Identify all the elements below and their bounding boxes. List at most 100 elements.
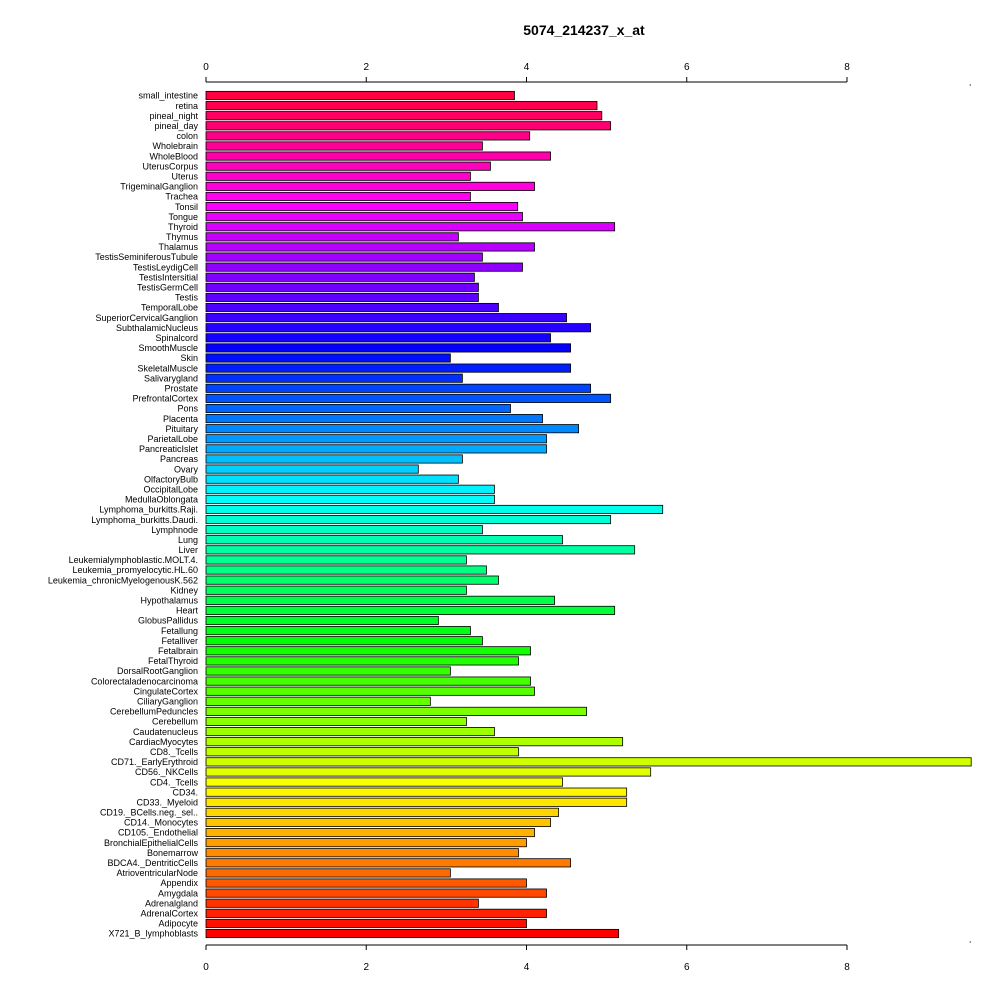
category-label: Uterus xyxy=(171,171,198,181)
category-label: Thalamus xyxy=(158,242,198,252)
category-label: CardiacMyocytes xyxy=(129,737,199,747)
bar-TestisIntersitial xyxy=(205,272,475,282)
category-label: Pancreas xyxy=(160,454,199,464)
bar-Skin xyxy=(205,353,451,363)
category-label: Spinalcord xyxy=(155,333,198,343)
top-tick-label: 8 xyxy=(844,62,850,73)
category-label: CD71._EarlyErythroid xyxy=(111,757,198,767)
category-label: Ovary xyxy=(174,464,199,474)
bar-CardiacMyocytes xyxy=(205,737,624,747)
bar-Testis xyxy=(205,292,479,302)
top-tick-label: 4 xyxy=(524,62,530,73)
category-label: GlobusPallidus xyxy=(138,616,199,626)
category-label: SkeletalMuscle xyxy=(137,363,198,373)
category-label: CD8._Tcells xyxy=(150,747,199,757)
bar-ParietalLobe xyxy=(205,434,547,444)
bar-Leukemia_chronicMyelogenousK.562 xyxy=(205,575,499,585)
category-label: Fetallung xyxy=(161,626,198,636)
bar-CD14._Monocytes xyxy=(205,817,551,827)
bar-Tonsil xyxy=(205,202,519,212)
category-label: CingulateCortex xyxy=(133,686,198,696)
bar-CD56._NKCells xyxy=(205,767,652,777)
category-label: Fetalliver xyxy=(161,636,198,646)
bar-retina xyxy=(205,101,598,111)
bar-MedullaOblongata xyxy=(205,494,495,504)
category-label: colon xyxy=(176,131,198,141)
bar-OlfactoryBulb xyxy=(205,474,459,484)
category-label: FetalThyroid xyxy=(148,656,198,666)
bar-Liver xyxy=(205,545,636,555)
category-label: CD56._NKCells xyxy=(135,767,199,777)
bar-CD105._Endothelial xyxy=(205,828,535,838)
category-label: TrigeminalGanglion xyxy=(120,182,198,192)
bar-Pons xyxy=(205,403,511,414)
bar-Uterus xyxy=(205,171,471,181)
bar-TestisGermCell xyxy=(205,282,479,292)
bottom-tick-label: 6 xyxy=(684,962,690,973)
bar-Placenta xyxy=(205,414,543,424)
bar-SuperiorCervicalGanglion xyxy=(205,313,567,323)
bottom-tick-label: 4 xyxy=(524,962,530,973)
bar-CD34. xyxy=(205,787,628,797)
category-label: Lung xyxy=(178,535,198,545)
bars-group xyxy=(205,90,972,939)
category-label: Placenta xyxy=(163,414,198,424)
bar-TemporalLobe xyxy=(205,302,499,313)
bar-GlobusPallidus xyxy=(205,615,439,626)
bar-UterusCorpus xyxy=(205,161,491,171)
bottom-axis-end-dot xyxy=(969,941,971,943)
bar-X721_B_lymphoblasts xyxy=(205,928,620,939)
bar-Spinalcord xyxy=(205,333,551,343)
category-label: Salivarygland xyxy=(144,373,198,383)
category-label: Skin xyxy=(180,353,198,363)
category-label: Appendix xyxy=(160,878,198,888)
category-label: Leukemia_promyelocytic.HL.60 xyxy=(72,565,198,575)
bar-CD71._EarlyErythroid xyxy=(205,757,972,767)
top-x-axis: 0 2 4 6 8 xyxy=(203,62,971,86)
category-label: Leukemia_chronicMyelogenousK.562 xyxy=(48,575,198,585)
bar-Leukemialymphoblastic.MOLT.4. xyxy=(205,555,467,565)
category-label: PrefrontalCortex xyxy=(132,394,198,404)
category-label: Pons xyxy=(177,404,198,414)
top-tick-label: 6 xyxy=(684,62,690,73)
bar-CD33._Myeloid xyxy=(205,797,628,807)
bar-TrigeminalGanglion xyxy=(205,181,535,191)
bar-Pituitary xyxy=(205,424,579,434)
bar-Thymus xyxy=(205,232,459,242)
category-label: PancreaticIslet xyxy=(139,444,199,454)
category-label: Caudatenucleus xyxy=(133,727,199,737)
category-label: SmoothMuscle xyxy=(138,343,198,353)
category-label: AdrenalCortex xyxy=(140,909,198,919)
bar-BronchialEpithelialCells xyxy=(205,838,527,848)
category-label: retina xyxy=(175,101,198,111)
bar-CD19._BCells.neg._sel.. xyxy=(205,807,559,817)
bar-Amygdala xyxy=(205,888,547,898)
category-label: AtrioventricularNode xyxy=(116,868,198,878)
bar-SmoothMuscle xyxy=(205,343,571,353)
bar-Thalamus xyxy=(205,242,535,252)
category-label: Hypothalamus xyxy=(140,596,198,606)
category-label: Lymphoma_burkitts.Raji. xyxy=(99,505,198,515)
category-label: OlfactoryBulb xyxy=(144,474,198,484)
bar-Adipocyte xyxy=(205,918,527,928)
bar-Appendix xyxy=(205,878,527,888)
category-label: CD19._BCells.neg._sel.. xyxy=(100,808,198,818)
bar-Lymphoma_burkitts.Daudi. xyxy=(205,515,612,525)
category-label: Adrenalgland xyxy=(145,898,198,908)
bottom-x-axis: 0 2 4 6 8 xyxy=(203,941,971,973)
category-label: TestisIntersitial xyxy=(139,272,198,282)
category-label: MedullaOblongata xyxy=(125,495,198,505)
category-label: Tonsil xyxy=(175,202,198,212)
bar-Lung xyxy=(205,535,563,545)
bar-WholeBlood xyxy=(205,151,551,161)
bar-Ovary xyxy=(205,464,419,474)
bar-CD4._Tcells xyxy=(205,777,563,787)
category-label: Amygdala xyxy=(158,888,198,898)
bar-Tongue xyxy=(205,212,523,222)
bar-Prostate xyxy=(205,383,592,393)
category-label: pineal_day xyxy=(154,121,198,131)
bar-SkeletalMuscle xyxy=(205,363,571,373)
bottom-tick-label: 2 xyxy=(363,962,369,973)
category-label: CD4._Tcells xyxy=(150,777,199,787)
